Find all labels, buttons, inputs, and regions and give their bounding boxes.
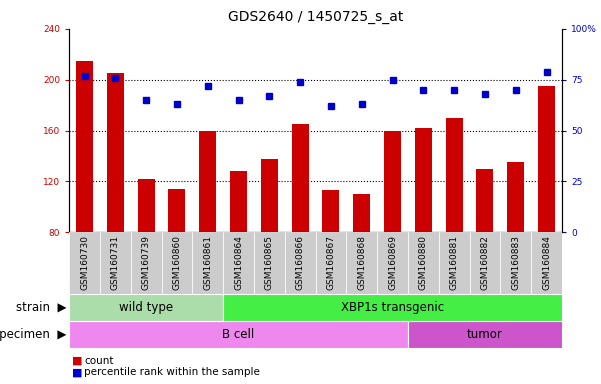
Bar xyxy=(469,232,501,294)
Bar xyxy=(507,162,524,232)
Text: GSM160867: GSM160867 xyxy=(326,235,335,290)
Text: GSM160881: GSM160881 xyxy=(450,235,459,290)
Text: count: count xyxy=(84,356,114,366)
Bar xyxy=(323,190,340,232)
Text: GSM160739: GSM160739 xyxy=(142,235,151,290)
Text: XBP1s transgenic: XBP1s transgenic xyxy=(341,301,444,314)
Bar xyxy=(477,169,493,232)
Text: GSM160884: GSM160884 xyxy=(542,235,551,290)
Bar xyxy=(223,232,254,294)
Bar xyxy=(107,73,124,232)
Bar xyxy=(353,194,370,232)
Text: GSM160868: GSM160868 xyxy=(357,235,366,290)
Bar xyxy=(538,86,555,232)
Text: wild type: wild type xyxy=(119,301,173,314)
Bar xyxy=(261,159,278,232)
Bar xyxy=(316,232,346,294)
Text: GSM160731: GSM160731 xyxy=(111,235,120,290)
Bar xyxy=(384,131,401,232)
Bar xyxy=(408,321,562,348)
Bar xyxy=(100,232,131,294)
Bar xyxy=(200,131,216,232)
Bar xyxy=(131,232,162,294)
Text: GSM160883: GSM160883 xyxy=(511,235,520,290)
Text: ■: ■ xyxy=(72,356,82,366)
Text: GSM160860: GSM160860 xyxy=(172,235,182,290)
Text: tumor: tumor xyxy=(467,328,503,341)
Bar xyxy=(69,294,223,321)
Bar xyxy=(223,294,562,321)
Text: B cell: B cell xyxy=(222,328,255,341)
Bar xyxy=(162,232,192,294)
Text: GSM160866: GSM160866 xyxy=(296,235,305,290)
Text: percentile rank within the sample: percentile rank within the sample xyxy=(84,367,260,377)
Bar xyxy=(377,232,408,294)
Bar xyxy=(531,232,562,294)
Bar xyxy=(230,171,247,232)
Bar xyxy=(285,232,316,294)
Bar xyxy=(415,128,432,232)
Text: GSM160869: GSM160869 xyxy=(388,235,397,290)
Text: GDS2640 / 1450725_s_at: GDS2640 / 1450725_s_at xyxy=(228,10,403,23)
Text: ■: ■ xyxy=(72,367,82,377)
Bar xyxy=(346,232,377,294)
Text: GSM160864: GSM160864 xyxy=(234,235,243,290)
Bar xyxy=(138,179,154,232)
Bar xyxy=(69,232,100,294)
Text: GSM160882: GSM160882 xyxy=(480,235,489,290)
Bar xyxy=(446,118,463,232)
Text: GSM160865: GSM160865 xyxy=(265,235,274,290)
Text: GSM160861: GSM160861 xyxy=(203,235,212,290)
Text: strain  ▶: strain ▶ xyxy=(16,301,66,314)
Bar xyxy=(408,232,439,294)
Bar xyxy=(168,189,185,232)
Bar xyxy=(254,232,285,294)
Bar xyxy=(291,124,308,232)
Text: GSM160880: GSM160880 xyxy=(419,235,428,290)
Bar xyxy=(69,321,408,348)
Bar xyxy=(501,232,531,294)
Text: specimen  ▶: specimen ▶ xyxy=(0,328,66,341)
Text: GSM160730: GSM160730 xyxy=(80,235,89,290)
Bar xyxy=(192,232,223,294)
Bar xyxy=(439,232,469,294)
Bar xyxy=(76,61,93,232)
